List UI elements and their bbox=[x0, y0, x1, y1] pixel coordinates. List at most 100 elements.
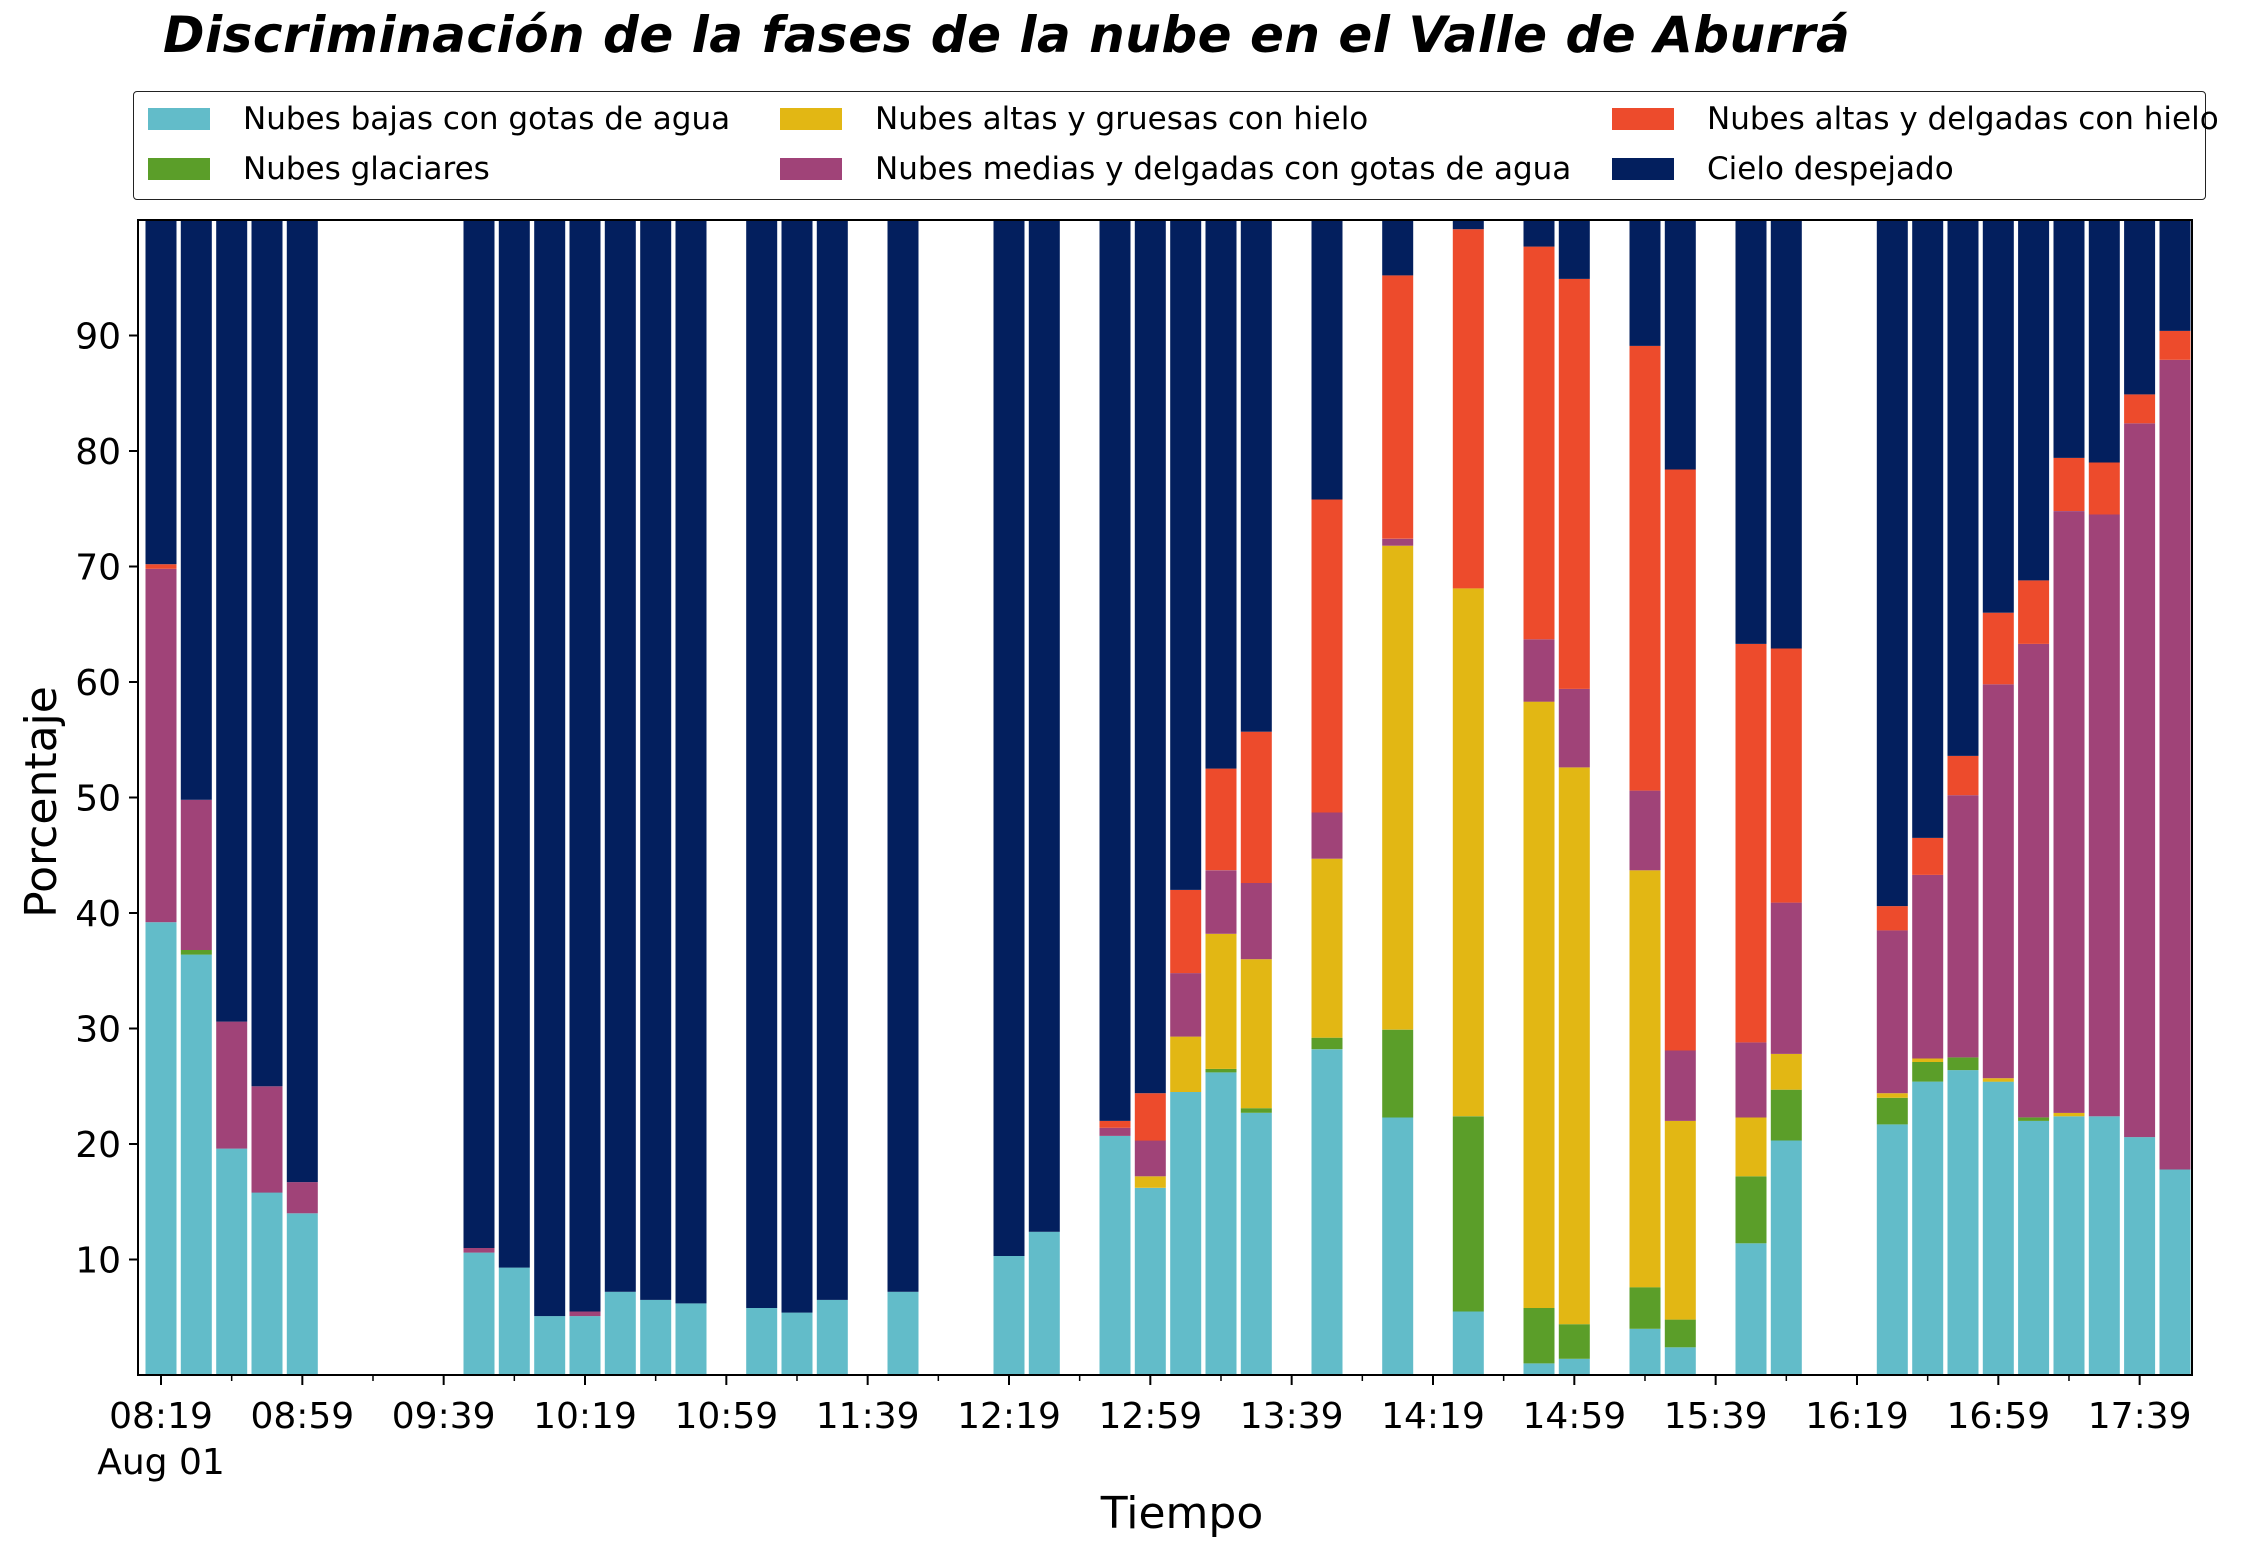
bar-segment-0949-s5 bbox=[463, 220, 495, 1248]
y-tick-label-10: 10 bbox=[75, 1241, 121, 1282]
bar-segment-1649-s3 bbox=[1947, 795, 1979, 1058]
bar-segment-1349-s2 bbox=[1311, 858, 1343, 1038]
bar-segment-1529-s3 bbox=[1664, 1050, 1696, 1121]
bar-segment-1329-s3 bbox=[1240, 883, 1272, 960]
bar-segment-0849-s5 bbox=[251, 220, 283, 1087]
bar-segment-1349-s3 bbox=[1311, 812, 1343, 859]
bar-segment-1719-s0 bbox=[2053, 1116, 2085, 1375]
bar-segment-1219-s0 bbox=[993, 1256, 1025, 1375]
bar-segment-0859-s3 bbox=[286, 1182, 318, 1214]
bar-segment-1709-s1 bbox=[2018, 1117, 2050, 1121]
x-tick-label-1139: 11:39 bbox=[816, 1396, 920, 1437]
bar-segment-1629-s1 bbox=[1876, 1097, 1908, 1125]
bar-segment-1459-s3 bbox=[1558, 688, 1590, 768]
bar-segment-1009-s0 bbox=[534, 1316, 566, 1375]
bar-segment-1639-s4 bbox=[1912, 837, 1944, 875]
bar-segment-1309-s2 bbox=[1170, 1036, 1202, 1092]
x-date-label: Aug 01 bbox=[97, 1442, 225, 1483]
legend-item-nubes-medias: Nubes medias y delgadas con gotas de agu… bbox=[780, 149, 1571, 189]
bar-segment-1629-s2 bbox=[1876, 1093, 1908, 1098]
y-tick-label-90: 90 bbox=[75, 317, 121, 358]
bar-segment-1119-s5 bbox=[781, 220, 813, 1313]
bar-segment-1019-s0 bbox=[569, 1316, 601, 1375]
bar-segment-0829-s1 bbox=[180, 950, 212, 955]
bar-segment-1129-s0 bbox=[816, 1299, 848, 1375]
bar-segment-1329-s5 bbox=[1240, 220, 1272, 732]
bar-segment-1719-s4 bbox=[2053, 457, 2085, 511]
bar-segment-1219-s5 bbox=[993, 220, 1025, 1256]
bar-segment-1519-s3 bbox=[1629, 790, 1661, 871]
bar-segment-1559-s2 bbox=[1770, 1053, 1802, 1090]
bar-segment-0859-s0 bbox=[286, 1213, 318, 1375]
bar-segment-1429-s0 bbox=[1452, 1311, 1484, 1375]
bar-segment-1409-s1 bbox=[1382, 1029, 1414, 1118]
bar-segment-1329-s2 bbox=[1240, 959, 1272, 1109]
bar-segment-1329-s0 bbox=[1240, 1112, 1272, 1375]
legend-label-nubes-medias: Nubes medias y delgadas con gotas de agu… bbox=[875, 151, 1572, 187]
y-tick-label-40: 40 bbox=[75, 894, 121, 935]
bar-segment-1529-s2 bbox=[1664, 1120, 1696, 1320]
legend-item-nubes-bajas: Nubes bajas con gotas de agua bbox=[148, 99, 730, 139]
x-tick-label-1659: 16:59 bbox=[1946, 1396, 2050, 1437]
bar-segment-1259-s0 bbox=[1134, 1187, 1166, 1375]
bar-segment-1639-s5 bbox=[1912, 220, 1944, 838]
legend-swatch-nubes-medias bbox=[780, 158, 842, 180]
legend-item-nubes-altas-delgadas: Nubes altas y delgadas con hielo bbox=[1612, 99, 2219, 139]
bar-segment-1449-s0 bbox=[1523, 1363, 1555, 1375]
bar-segment-0819-s3 bbox=[145, 568, 177, 923]
bar-segment-1529-s1 bbox=[1664, 1319, 1696, 1348]
bar-segment-1749-s5 bbox=[2159, 220, 2191, 331]
y-tick-label-80: 80 bbox=[75, 432, 121, 473]
axes-layer: 10 20 30 40 50 60 70 80 90 08:19 08:59 09:39 10:19 10… bbox=[75, 317, 2191, 1438]
bar-segment-1429-s5 bbox=[1452, 220, 1484, 230]
bar-segment-1319-s3 bbox=[1205, 870, 1237, 934]
bar-segment-1039-s5 bbox=[640, 220, 672, 1300]
bar-segment-1259-s3 bbox=[1134, 1140, 1166, 1177]
x-tick-label-1419: 14:19 bbox=[1381, 1396, 1485, 1437]
bar-segment-1329-s4 bbox=[1240, 731, 1272, 883]
bar-segment-1519-s1 bbox=[1629, 1287, 1661, 1329]
x-tick-label-0859: 08:59 bbox=[250, 1396, 354, 1437]
bar-segment-1039-s0 bbox=[640, 1299, 672, 1375]
bar-segment-1149-s5 bbox=[887, 220, 919, 1292]
bar-segment-0849-s3 bbox=[251, 1086, 283, 1193]
bar-segment-1019-s5 bbox=[569, 220, 601, 1312]
bar-segment-0819-s0 bbox=[145, 922, 177, 1375]
bar-segment-1429-s1 bbox=[1452, 1116, 1484, 1312]
legend-swatch-nubes-altas-delgadas bbox=[1612, 108, 1674, 130]
bar-segment-1259-s4 bbox=[1134, 1093, 1166, 1141]
bar-segment-1459-s4 bbox=[1558, 278, 1590, 689]
bar-segment-0959-s0 bbox=[498, 1267, 530, 1375]
x-axis-title: Tiempo bbox=[1100, 1488, 1264, 1539]
bar-segment-1739-s4 bbox=[2124, 394, 2156, 424]
bar-segment-1629-s4 bbox=[1876, 906, 1908, 931]
bar-segment-1729-s3 bbox=[2088, 514, 2120, 1117]
bar-segment-1329-s1 bbox=[1240, 1108, 1272, 1113]
bar-segment-1109-s0 bbox=[746, 1308, 778, 1375]
bar-segment-1549-s1 bbox=[1735, 1176, 1767, 1244]
bar-segment-1639-s1 bbox=[1912, 1062, 1944, 1082]
bar-segment-1549-s4 bbox=[1735, 643, 1767, 1043]
legend-swatch-cielo-despejado bbox=[1612, 158, 1674, 180]
bar-segment-1319-s5 bbox=[1205, 220, 1237, 769]
legend: Nubes bajas con gotas de agua Nubes glac… bbox=[133, 91, 2219, 200]
bar-segment-1029-s5 bbox=[604, 220, 636, 1292]
bar-segment-1309-s0 bbox=[1170, 1092, 1202, 1375]
x-tick-label-1619: 16:19 bbox=[1805, 1396, 1909, 1437]
y-tick-label-30: 30 bbox=[75, 1010, 121, 1051]
bar-segment-1729-s5 bbox=[2088, 220, 2120, 463]
bar-segment-1409-s3 bbox=[1382, 538, 1414, 546]
bar-segment-1149-s0 bbox=[887, 1291, 919, 1375]
bar-segment-1119-s0 bbox=[781, 1312, 813, 1375]
bar-segment-1739-s0 bbox=[2124, 1137, 2156, 1375]
legend-swatch-nubes-bajas bbox=[148, 108, 210, 130]
bar-segment-1709-s4 bbox=[2018, 580, 2050, 644]
bar-segment-1559-s4 bbox=[1770, 648, 1802, 903]
bar-segment-1349-s4 bbox=[1311, 499, 1343, 813]
bar-segment-1229-s0 bbox=[1028, 1231, 1060, 1375]
bar-segment-1709-s0 bbox=[2018, 1120, 2050, 1375]
y-axis-title: Porcentaje bbox=[16, 686, 67, 918]
chart-title: Discriminación de la fases de la nube en… bbox=[163, 6, 1851, 64]
bar-segment-1519-s4 bbox=[1629, 345, 1661, 791]
bar-segment-1409-s4 bbox=[1382, 275, 1414, 539]
